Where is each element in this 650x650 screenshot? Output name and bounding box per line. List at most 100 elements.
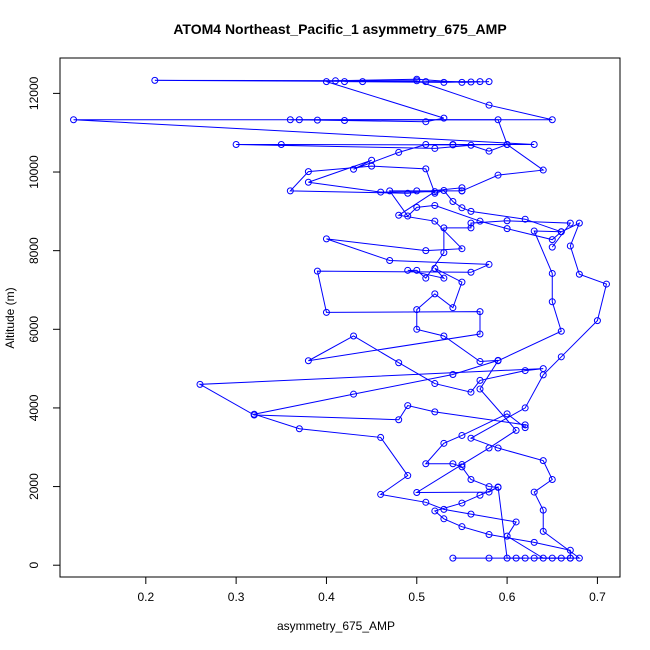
data-point <box>458 245 466 253</box>
data-point <box>485 78 493 86</box>
data-point <box>440 249 448 257</box>
data-point <box>458 523 466 531</box>
data-point <box>404 472 412 480</box>
data-point <box>413 266 421 274</box>
data-point <box>458 204 466 212</box>
data-point <box>530 141 538 148</box>
data-point <box>449 141 457 149</box>
data-point <box>503 554 511 562</box>
x-axis: 0.2 0.3 0.4 0.5 0.6 0.7 <box>137 577 606 604</box>
data-point <box>422 498 430 506</box>
data-point <box>494 483 502 491</box>
data-point <box>530 538 538 546</box>
data-point <box>286 187 294 195</box>
data-point <box>250 410 258 418</box>
x-axis-label: asymmetry_675_AMP <box>277 619 395 633</box>
data-point <box>440 114 448 122</box>
data-point <box>575 270 583 278</box>
data-point <box>404 402 412 410</box>
data-point <box>548 475 556 483</box>
data-point <box>440 78 448 86</box>
data-point <box>602 280 610 288</box>
data-point <box>322 78 330 86</box>
y-tick-label: 4000 <box>27 394 41 421</box>
data-point <box>521 367 529 375</box>
x-tick-label: 0.7 <box>589 590 606 604</box>
y-tick-label: 0 <box>27 562 41 569</box>
data-point <box>341 117 349 125</box>
data-point <box>404 189 412 197</box>
x-tick-label: 0.6 <box>499 590 516 604</box>
data-point <box>440 187 448 194</box>
data-point <box>521 421 529 429</box>
data-point <box>485 554 493 562</box>
x-tick-label: 0.4 <box>318 590 335 604</box>
data-point <box>521 554 529 562</box>
data-point <box>458 499 466 507</box>
data-point <box>521 215 529 223</box>
data-point <box>458 187 466 195</box>
series-line <box>252 220 572 559</box>
data-point <box>395 211 403 219</box>
data-point <box>449 460 457 468</box>
data-point <box>304 357 312 365</box>
data-point <box>485 147 493 155</box>
data-point <box>313 267 321 275</box>
data-point <box>431 380 439 388</box>
data-point <box>539 166 547 174</box>
data-point <box>377 490 385 498</box>
data-point <box>431 189 439 197</box>
data-point <box>512 518 520 526</box>
data-point <box>575 219 583 227</box>
data-point <box>440 505 448 513</box>
data-point <box>494 444 502 452</box>
data-point <box>557 327 565 335</box>
data-point <box>539 457 547 465</box>
data-point <box>503 141 511 148</box>
data-point <box>566 546 574 554</box>
data-point <box>422 460 430 468</box>
data-point <box>485 444 493 452</box>
data-point <box>458 461 466 469</box>
data-point <box>539 371 547 379</box>
data-point <box>467 434 475 442</box>
data-point <box>431 507 439 515</box>
data-point <box>431 217 439 225</box>
data-point <box>566 242 574 250</box>
data-point <box>413 306 421 314</box>
data-point <box>566 219 574 227</box>
data-point <box>476 308 484 316</box>
data-point <box>440 224 448 232</box>
data-point <box>277 141 285 148</box>
data-point <box>331 77 339 85</box>
data-point <box>431 290 439 298</box>
data-point <box>521 404 529 412</box>
data-point <box>295 116 303 124</box>
data-point <box>467 141 475 149</box>
data-point <box>232 141 240 148</box>
data-point <box>467 207 475 215</box>
x-tick-label: 0.3 <box>228 590 245 604</box>
data-point <box>440 515 448 523</box>
data-point <box>548 269 556 277</box>
data-point <box>395 416 403 424</box>
data-point <box>530 554 538 562</box>
y-tick-label: 8000 <box>27 237 41 264</box>
data-point <box>476 385 484 393</box>
data-point <box>467 388 475 396</box>
series-3 <box>286 162 565 562</box>
data-point <box>422 118 430 126</box>
data-point <box>341 78 349 86</box>
plot-frame <box>59 57 621 578</box>
data-point <box>422 274 430 282</box>
data-point <box>440 332 448 340</box>
data-point <box>350 165 358 173</box>
data-point <box>548 116 556 124</box>
data-point <box>322 308 330 316</box>
data-point <box>512 426 520 434</box>
data-point <box>368 162 376 170</box>
data-point <box>151 76 159 84</box>
data-point <box>458 184 466 192</box>
series-line <box>289 165 562 559</box>
